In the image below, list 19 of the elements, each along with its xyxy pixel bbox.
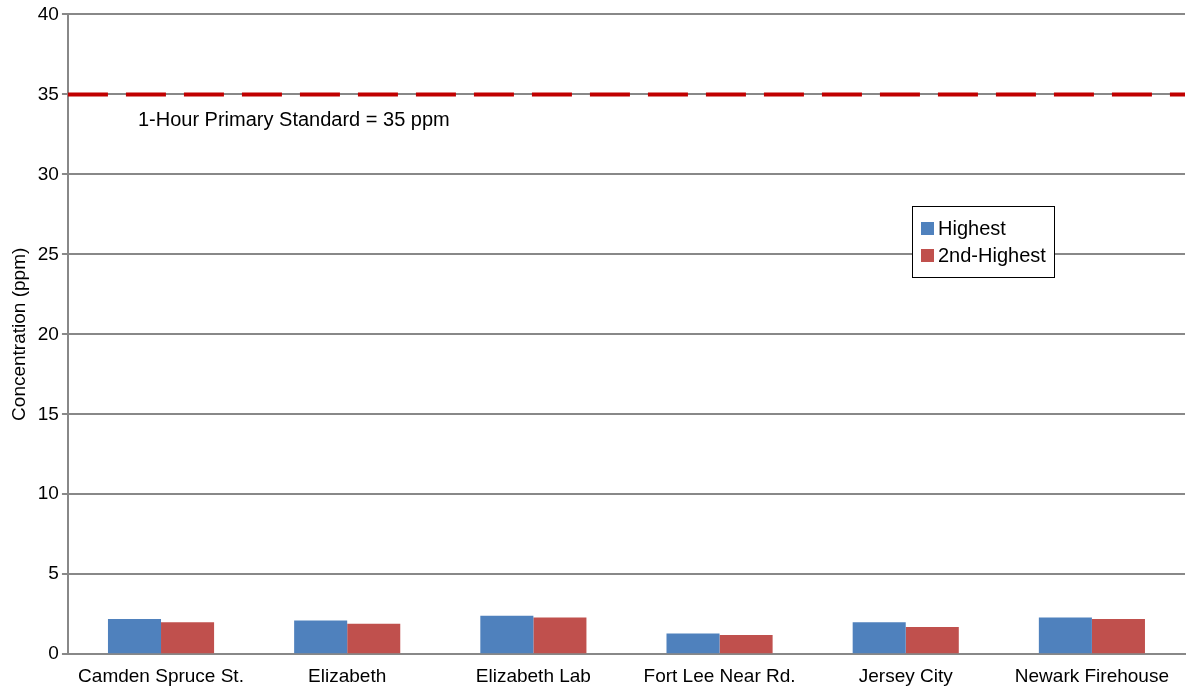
y-tick-label: 5 [48,562,59,584]
y-tick-label: 20 [37,322,59,344]
y-tick-label: 40 [37,2,59,24]
y-tick-label: 0 [48,642,59,664]
ref-line-label: 1-Hour Primary Standard = 35 ppm [137,107,450,130]
y-tick-label: 35 [37,82,59,104]
y-axis-title: Concentration (ppm) [7,247,29,421]
x-tick-label: Camden Spruce St. [78,664,244,686]
legend-label: 2nd-Highest [938,244,1046,268]
x-tick-label: Elizabeth [308,664,387,686]
y-tick-label: 25 [37,242,59,264]
y-tick-label: 10 [37,482,59,504]
x-tick-label: Elizabeth Lab [475,664,591,686]
x-tick-label: Jersey City [858,664,954,686]
x-tick-label: Newark Firehouse [1014,664,1169,686]
y-tick-label: 30 [37,162,59,184]
y-tick-label: 15 [37,402,59,424]
x-tick-label: Fort Lee Near Rd. [643,664,796,686]
legend-label: Highest [938,217,1006,241]
